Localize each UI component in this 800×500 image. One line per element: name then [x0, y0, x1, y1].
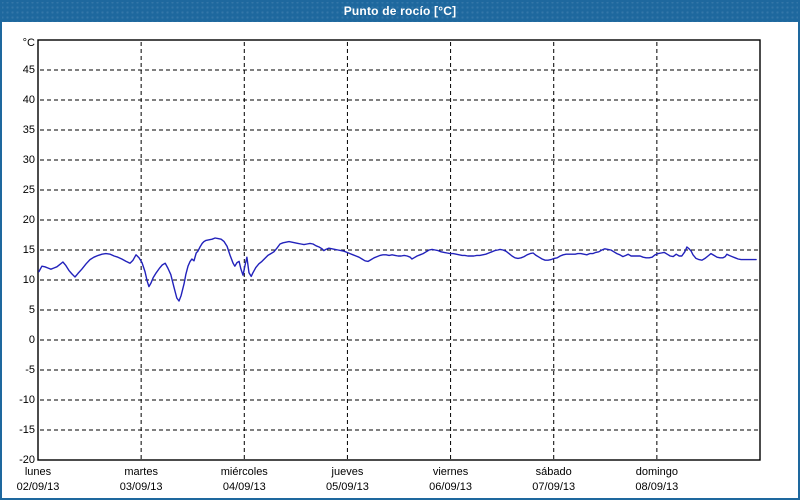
dewpoint-series-line	[38, 237, 757, 302]
y-axis-tick-label: 45	[22, 64, 35, 76]
y-axis-tick-label: 15	[22, 244, 35, 256]
y-axis-tick-label: -15	[19, 424, 35, 436]
x-axis-day-label: lunes	[24, 466, 52, 478]
y-axis-tick-label: 35	[22, 124, 35, 136]
x-axis-day-label: domingo	[635, 466, 678, 478]
y-axis-tick-label: 40	[22, 94, 35, 106]
x-axis-date-label: 06/09/13	[429, 481, 472, 493]
x-axis-date-label: 08/09/13	[635, 481, 679, 493]
y-axis-tick-label: 20	[22, 214, 35, 226]
y-axis-tick-label: 25	[22, 184, 35, 196]
x-axis-day-label: viernes	[432, 466, 469, 478]
x-axis-day-label: miércoles	[220, 466, 268, 478]
x-axis-date-label: 04/09/13	[222, 481, 266, 493]
x-axis-date-label: 05/09/13	[326, 481, 369, 493]
y-axis-tick-label: 30	[22, 154, 35, 166]
y-axis-tick-label: -5	[25, 364, 35, 376]
x-axis-date-label: 03/09/13	[119, 481, 163, 493]
y-axis-tick-label: -20	[19, 454, 35, 466]
x-axis-date-label: 02/09/13	[16, 481, 60, 493]
y-axis-tick-label: 10	[22, 274, 35, 286]
x-axis-day-label: jueves	[331, 466, 364, 478]
y-axis-tick-label: 5	[28, 304, 35, 316]
x-axis-day-label: sábado	[535, 466, 572, 478]
y-axis-unit-label: °C	[22, 37, 35, 49]
x-axis-date-label: 07/09/13	[532, 481, 576, 493]
plot-border	[37, 39, 761, 461]
y-axis-tick-label: 0	[28, 334, 35, 346]
x-axis-day-label: martes	[124, 466, 158, 478]
y-axis-tick-label: -10	[19, 394, 35, 406]
chart-title: Punto de rocío [°C]	[343, 4, 457, 18]
chart-title-bar: Punto de rocío [°C]	[0, 0, 800, 22]
